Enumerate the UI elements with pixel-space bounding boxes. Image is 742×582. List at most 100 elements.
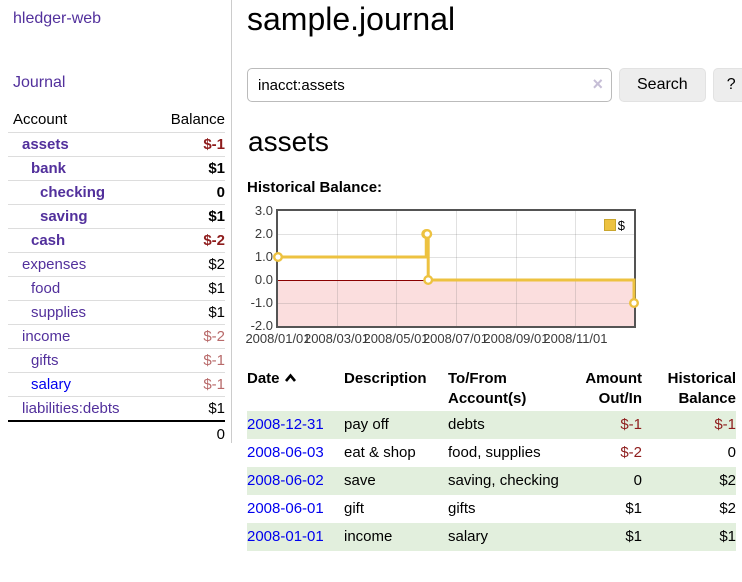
register-cell-description: gift	[344, 499, 365, 517]
register-cell-amount: $-1	[620, 415, 642, 433]
account-row: checking 0	[8, 180, 225, 204]
accounts-header-account: Account	[13, 111, 68, 128]
data-point	[629, 297, 640, 308]
chart-title: Historical Balance:	[247, 178, 383, 196]
sidebar-account-link[interactable]: cash	[31, 232, 66, 249]
search-help-button[interactable]: ?	[712, 68, 742, 103]
account-row: saving $1	[8, 204, 225, 228]
register-column-date[interactable]: Date	[247, 367, 344, 411]
sidebar-account-link[interactable]: liabilities:debts	[22, 400, 120, 417]
app-title-link[interactable]: hledger-web	[13, 10, 102, 27]
data-point	[273, 251, 283, 262]
balance-series	[273, 228, 640, 308]
sidebar-account-link[interactable]: gifts	[31, 352, 59, 369]
register-cell-description: save	[344, 471, 376, 489]
register-cell-accounts: food, supplies	[448, 443, 541, 461]
register-cell-accounts: debts	[448, 415, 485, 433]
account-balance: $1	[208, 208, 225, 225]
search-button[interactable]: Search	[619, 68, 706, 103]
x-tick-label: 2008/01/01	[245, 330, 311, 346]
y-tick-label: -2.0	[250, 317, 273, 333]
register-row: 2008-01-01 income salary $1 $1	[247, 522, 736, 551]
account-balance: $1	[208, 304, 225, 321]
main-content: sample.journal × Search ? assets Histori…	[232, 0, 742, 582]
x-tick-label: 2008/05/01	[363, 330, 429, 346]
register-column-description[interactable]: Description	[344, 369, 427, 387]
register-column-accounts[interactable]: To/From Account(s)	[448, 369, 527, 407]
sidebar-account-link[interactable]: checking	[40, 184, 106, 201]
account-balance: $2	[208, 256, 225, 273]
register-cell-date: 2008-06-01	[247, 495, 344, 523]
y-tick-label: -1.0	[250, 294, 273, 310]
account-row: assets $-1	[8, 132, 225, 156]
register-cell-amount: $1	[625, 499, 642, 517]
clear-search-icon[interactable]: ×	[592, 74, 603, 95]
sidebar-account-link[interactable]: bank	[31, 160, 67, 177]
register-cell-date: 2008-06-02	[247, 467, 344, 495]
x-gridline	[515, 210, 517, 326]
chart-x-axis-labels: 2008/01/01 2008/03/01 2008/05/01 2008/07/01…	[245, 330, 636, 347]
y-gridline	[278, 256, 634, 258]
sidebar-account-link[interactable]: expenses	[22, 256, 87, 273]
x-gridline	[336, 210, 338, 326]
accounts-table-header: Account Balance	[8, 109, 225, 132]
register-column-balance[interactable]: Historical Balance	[667, 369, 736, 407]
account-balance: $-1	[203, 352, 225, 369]
register-header-row: Date Description To/From Account(s) Amou…	[247, 367, 736, 411]
register-cell-description: eat & shop	[344, 443, 416, 461]
account-balance: $-2	[203, 328, 225, 345]
sidebar-item-journal[interactable]: Journal	[13, 74, 66, 91]
sidebar-account-link[interactable]: salary	[31, 376, 72, 393]
register-cell-amount: $1	[625, 527, 642, 545]
sort-ascending-icon	[284, 369, 297, 389]
transaction-date-link[interactable]: 2008-12-31	[247, 415, 324, 433]
x-tick-label: 2008/09/01	[483, 330, 549, 346]
x-tick-label: 2008/07/01	[422, 330, 489, 346]
negative-region	[278, 279, 634, 326]
sidebar-account-link[interactable]: income	[22, 328, 71, 345]
account-balance: $1	[208, 280, 225, 297]
data-point	[422, 228, 433, 239]
register-cell-accounts: saving, checking	[448, 471, 559, 489]
sidebar-account-link[interactable]: saving	[40, 208, 88, 225]
accounts-total-value: 0	[216, 426, 225, 443]
register-cell-description: income	[344, 527, 393, 545]
x-tick-label: 2008/03/01	[303, 330, 370, 346]
chart-y-axis-labels: 3.0 2.0 1.0 0.0 -1.0 -2.0	[247, 203, 273, 333]
transaction-date-link[interactable]: 2008-06-01	[247, 499, 324, 517]
transaction-date-link[interactable]: 2008-01-01	[247, 527, 324, 545]
register-cell-balance: 0	[727, 443, 736, 461]
register-cell-description: pay off	[344, 415, 389, 433]
chart-plot-area[interactable]: $	[273, 208, 640, 328]
accounts-table-body: assets $-1 bank $1 checking 0 saving $1 cash $-2 e…	[8, 132, 225, 420]
register-cell-date: 2008-01-01	[247, 523, 344, 551]
account-row: income $-2	[8, 324, 225, 348]
sidebar: hledger-web Journal Account Balance asse…	[0, 0, 232, 443]
transaction-date-link[interactable]: 2008-06-02	[247, 471, 324, 489]
sidebar-account-link[interactable]: assets	[22, 136, 69, 153]
historical-balance-chart: 3.0 2.0 1.0 0.0 -1.0 -2.0 $ 2008/01/01 2008/03…	[245, 203, 742, 347]
search-form: × Search ?	[247, 68, 742, 103]
register-column-amount[interactable]: Amount Out/In	[585, 369, 642, 407]
accounts-total-row: 0	[8, 420, 225, 447]
account-row: supplies $1	[8, 300, 225, 324]
account-row: food $1	[8, 276, 225, 300]
register-row: 2008-12-31 pay off debts $-1 $-1	[247, 410, 736, 439]
register-cell-accounts: salary	[448, 527, 489, 545]
y-tick-label: 2.0	[254, 225, 273, 241]
register-row: 2008-06-03 eat & shop food, supplies $-2 0	[247, 439, 736, 467]
transaction-date-link[interactable]: 2008-06-03	[247, 443, 324, 461]
account-balance: $-1	[203, 136, 225, 153]
search-input[interactable]	[247, 68, 612, 103]
sidebar-account-link[interactable]: supplies	[31, 304, 87, 321]
y-tick-label: 0.0	[254, 271, 273, 287]
sidebar-account-link[interactable]: food	[31, 280, 61, 297]
register-row: 2008-06-02 save saving, checking 0 $2	[247, 466, 736, 495]
legend-swatch-icon	[603, 219, 616, 232]
y-gridline	[278, 233, 634, 235]
account-row: bank $1	[8, 156, 225, 180]
register-cell-balance: $-1	[714, 415, 736, 433]
account-row: salary $-1	[8, 372, 225, 396]
account-row: liabilities:debts $1	[8, 396, 225, 420]
data-point	[423, 274, 434, 285]
